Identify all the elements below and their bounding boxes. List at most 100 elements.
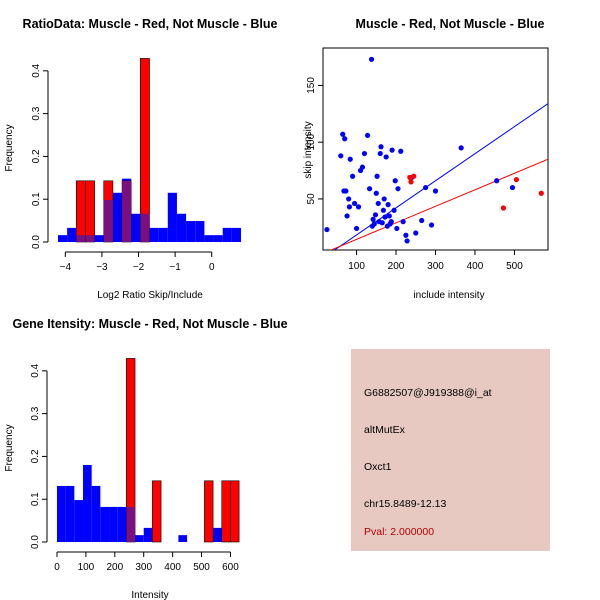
- not-muscle-point: [355, 204, 362, 210]
- intensity-histogram-axes: 0.0 0.1 0.2 0.3 0.4 0 100 200 300 400 500 600: [30, 363, 239, 573]
- not-muscle-bar: [131, 213, 141, 242]
- y-tick-label: 0.2: [31, 149, 42, 163]
- not-muscle-point: [324, 226, 330, 233]
- not-muscle-bar: [67, 227, 77, 242]
- x-tick-label: 0: [54, 562, 60, 573]
- not-muscle-point: [351, 200, 358, 207]
- scatter-title: Muscle - Red, Not Muscle - Blue: [356, 17, 545, 31]
- not-muscle-point: [381, 196, 387, 202]
- ratio-histogram-title: RatioData: Muscle - Red, Not Muscle - Bl…: [23, 17, 278, 31]
- not-muscle-bar: [58, 235, 68, 242]
- scatter-ylabel: skip intensity: [303, 121, 314, 178]
- x-tick-label: −1: [169, 262, 181, 273]
- not-muscle-bar: [100, 506, 110, 542]
- not-muscle-point: [423, 184, 429, 191]
- overlap-bar: [122, 180, 132, 242]
- not-muscle-point: [380, 207, 386, 213]
- ratio-histogram-ylabel: Frequency: [4, 124, 15, 171]
- muscle-bar: [204, 480, 214, 543]
- not-muscle-point: [419, 217, 425, 224]
- not-muscle-bar: [222, 227, 232, 242]
- not-muscle-point: [375, 200, 381, 207]
- not-muscle-point: [344, 213, 350, 219]
- muscle-point: [513, 177, 520, 183]
- pval-text: Pval: 2.000000: [364, 526, 435, 538]
- muscle-point: [538, 190, 544, 196]
- x-tick-label: 600: [222, 562, 239, 573]
- x-tick-label: 400: [164, 562, 181, 573]
- not-muscle-bar: [231, 227, 241, 242]
- y-tick-label: 0.3: [30, 406, 41, 420]
- ratio-histogram-bars: [58, 58, 241, 243]
- not-muscle-bar: [213, 527, 222, 542]
- y-tick-label: 0.3: [31, 106, 42, 120]
- intensity-histogram-ylabel: Frequency: [4, 424, 15, 471]
- location-text: chr15.8489-12.13: [364, 498, 447, 510]
- not-muscle-point: [374, 173, 380, 179]
- not-muscle-bar: [112, 192, 123, 242]
- y-tick-label: 0.1: [30, 492, 41, 506]
- not-muscle-point: [368, 56, 375, 62]
- scatter-points: [324, 56, 544, 244]
- overlap-bar: [76, 235, 86, 242]
- scatter-fit-lines: [329, 103, 548, 250]
- muscle-bar: [85, 180, 95, 243]
- not-muscle-bar: [213, 235, 223, 242]
- not-muscle-bar: [94, 235, 104, 242]
- not-muscle-bar: [135, 535, 144, 542]
- not-muscle-point: [347, 156, 353, 162]
- intensity-scatter-panel: Muscle - Red, Not Muscle - Blue 100 200 30…: [303, 17, 549, 301]
- x-tick-label: 100: [348, 261, 365, 272]
- not-muscle-bar: [109, 506, 118, 542]
- not-muscle-fit-line: [333, 103, 548, 250]
- ratio-histogram-panel: RatioData: Muscle - Red, Not Muscle - Bl…: [4, 17, 277, 301]
- muscle-bar: [152, 480, 162, 543]
- not-muscle-point: [377, 150, 383, 157]
- ratio-histogram-xlabel: Log2 Ratio Skip/Include: [97, 290, 203, 301]
- not-muscle-point: [400, 219, 406, 225]
- not-muscle-point: [359, 164, 366, 170]
- x-tick-label: 100: [78, 562, 95, 573]
- not-muscle-point: [432, 188, 439, 194]
- not-muscle-bar: [178, 535, 188, 542]
- muscle-bar: [221, 480, 231, 543]
- scatter-plot-frame: [322, 47, 549, 251]
- y-tick-label: 0.0: [30, 535, 41, 549]
- not-muscle-point: [370, 216, 376, 222]
- not-muscle-bar: [143, 527, 153, 542]
- not-muscle-point: [392, 178, 398, 184]
- y-tick-label: 100: [306, 133, 317, 150]
- not-muscle-point: [342, 136, 348, 142]
- not-muscle-bar: [186, 221, 196, 242]
- x-tick-label: 500: [193, 562, 210, 573]
- muscle-bar: [230, 480, 240, 543]
- not-muscle-point: [338, 153, 344, 159]
- info-panel: G6882507@J919388@i_at altMutEx Oxct1 chr…: [351, 349, 550, 551]
- event-type-text: altMutEx: [364, 424, 405, 436]
- y-tick-label: 0.1: [31, 192, 42, 206]
- not-muscle-point: [343, 188, 349, 194]
- overlap-bar: [103, 200, 113, 242]
- not-muscle-point: [379, 220, 385, 226]
- not-muscle-point: [458, 145, 464, 151]
- not-muscle-point: [346, 196, 352, 202]
- not-muscle-point: [371, 221, 377, 227]
- not-muscle-point: [509, 184, 516, 191]
- not-muscle-point: [372, 212, 379, 218]
- x-tick-label: 300: [135, 562, 152, 573]
- not-muscle-point: [365, 132, 371, 138]
- not-muscle-point: [391, 207, 397, 213]
- ratio-histogram-axes: 0.0 0.1 0.2 0.3 0.4 −4 −3 −2 −1 0: [31, 63, 215, 273]
- not-muscle-bar: [167, 192, 177, 242]
- not-muscle-point: [395, 186, 401, 192]
- y-tick-label: 0.4: [31, 63, 42, 77]
- not-muscle-point: [394, 225, 400, 232]
- not-muscle-bar: [57, 485, 66, 542]
- not-muscle-bar: [65, 485, 75, 542]
- intensity-histogram-xlabel: Intensity: [131, 590, 168, 600]
- not-muscle-point: [413, 230, 419, 236]
- not-muscle-point: [346, 204, 353, 210]
- scatter-xlabel: include intensity: [413, 290, 484, 301]
- not-muscle-point: [353, 225, 360, 232]
